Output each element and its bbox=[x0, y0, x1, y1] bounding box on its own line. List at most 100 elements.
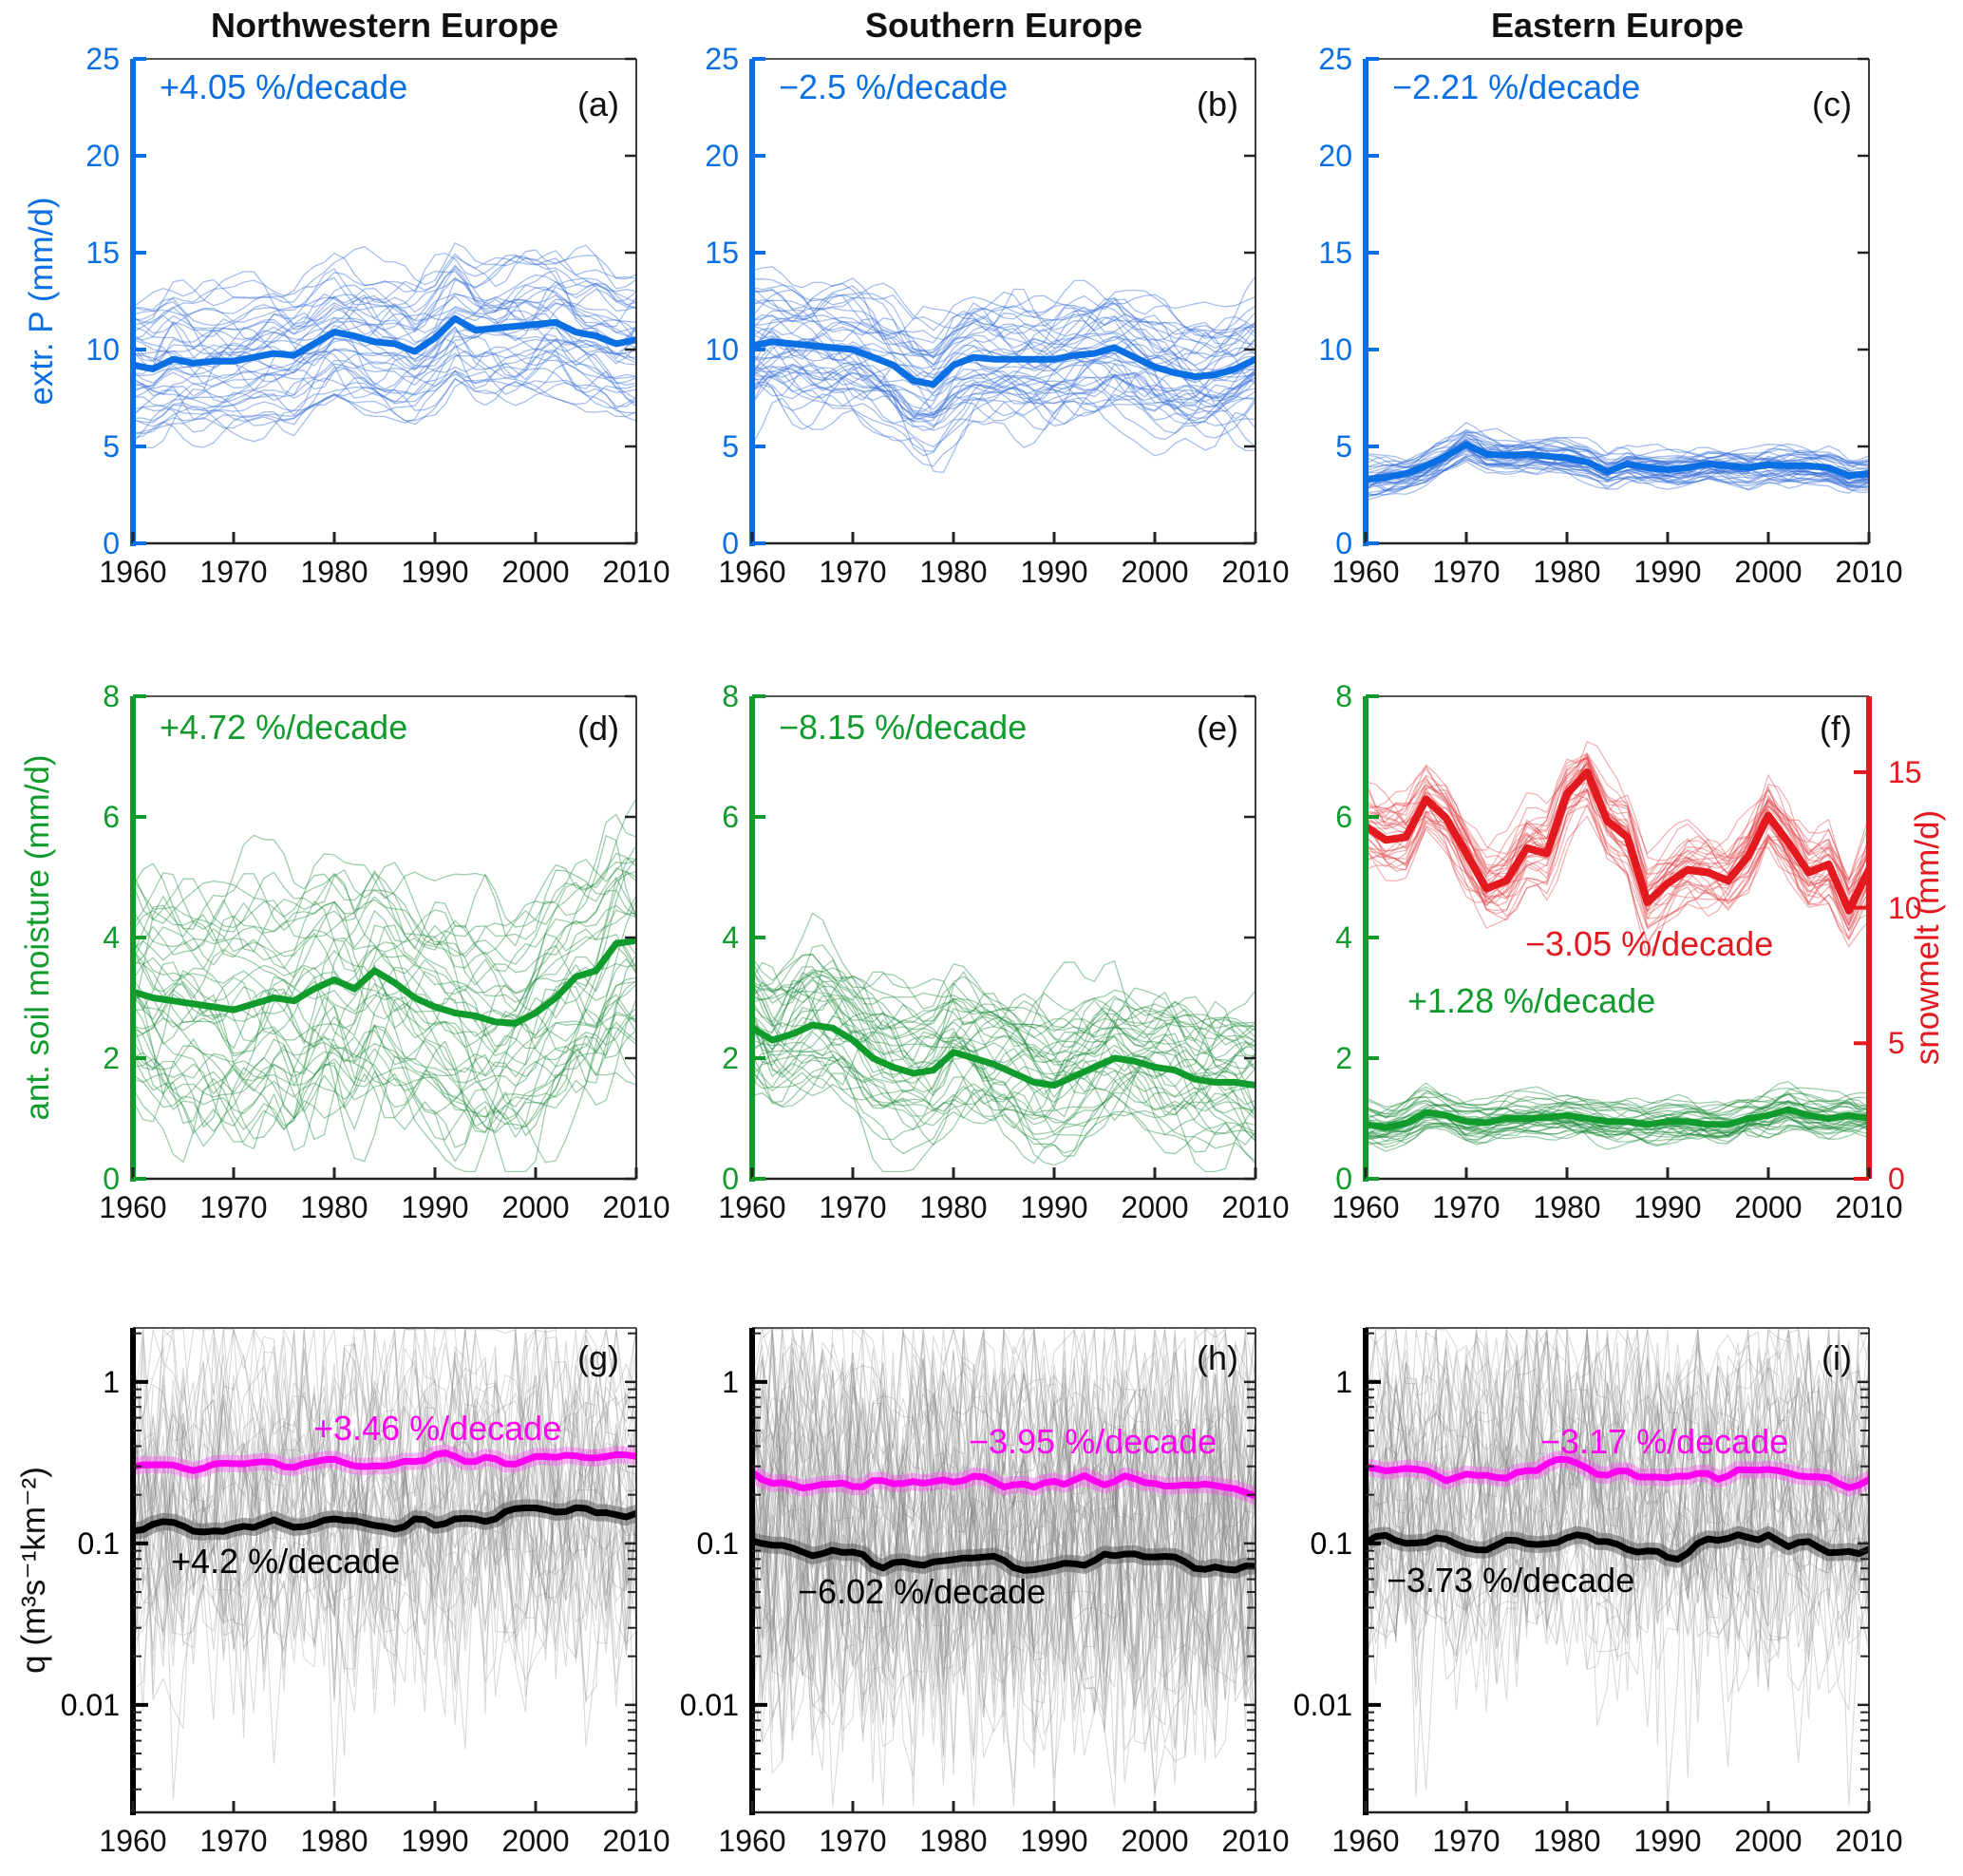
y-tick-label-e-6: 6 bbox=[722, 800, 739, 834]
x-tick-label-a-2000: 2000 bbox=[501, 555, 570, 589]
x-tick-label-g-1990: 1990 bbox=[401, 1824, 469, 1858]
x-tick-label-d-2000: 2000 bbox=[501, 1190, 570, 1224]
x-tick-label-i-1990: 1990 bbox=[1633, 1824, 1702, 1858]
x-tick-label-h-1960: 1960 bbox=[718, 1824, 786, 1858]
x-tick-label-b-1990: 1990 bbox=[1020, 555, 1088, 589]
x-tick-label-f-1980: 1980 bbox=[1533, 1190, 1601, 1224]
x-tick-label-h-1980: 1980 bbox=[919, 1824, 988, 1858]
x-tick-label-b-1960: 1960 bbox=[718, 555, 786, 589]
panel-g bbox=[130, 1327, 638, 1815]
trend-label-g-0: +3.46 %/decade bbox=[313, 1409, 562, 1448]
panel-a bbox=[130, 57, 638, 546]
y-tick-label-c-25: 25 bbox=[1318, 42, 1352, 76]
y-tick-label-h-0.1: 0.1 bbox=[696, 1525, 739, 1561]
trend-label-i-1: −3.73 %/decade bbox=[1387, 1561, 1635, 1600]
x-tick-label-e-1960: 1960 bbox=[718, 1190, 786, 1224]
x-tick-label-h-2000: 2000 bbox=[1121, 1824, 1189, 1858]
y-tick-label-i-1: 1 bbox=[1335, 1364, 1352, 1399]
panel-e bbox=[749, 694, 1257, 1182]
x-tick-label-g-1960: 1960 bbox=[99, 1824, 167, 1858]
x-tick-label-g-1970: 1970 bbox=[199, 1824, 268, 1858]
x-tick-label-i-1980: 1980 bbox=[1533, 1824, 1601, 1858]
y-tick-label-b-20: 20 bbox=[705, 139, 739, 173]
trend-label-a-0: +4.05 %/decade bbox=[160, 67, 408, 106]
y-tick-label-d-0: 0 bbox=[103, 1162, 120, 1196]
trend-label-d-0: +4.72 %/decade bbox=[160, 708, 408, 747]
x-tick-label-i-1960: 1960 bbox=[1331, 1824, 1400, 1858]
x-tick-label-b-1980: 1980 bbox=[919, 555, 988, 589]
y-tick-label-g-0.01: 0.01 bbox=[60, 1687, 120, 1722]
x-tick-label-d-1990: 1990 bbox=[401, 1190, 469, 1224]
y-tick-label-g-1: 1 bbox=[103, 1364, 120, 1399]
x-tick-label-c-1990: 1990 bbox=[1633, 555, 1702, 589]
trend-label-i-0: −3.17 %/decade bbox=[1540, 1422, 1789, 1461]
y-tick-label-f-8: 8 bbox=[1335, 679, 1352, 713]
x-tick-label-e-2010: 2010 bbox=[1221, 1190, 1290, 1224]
y-tick-label-a-20: 20 bbox=[85, 139, 120, 173]
y-tick-label-e-0: 0 bbox=[722, 1162, 739, 1196]
trend-label-f-1: +1.28 %/decade bbox=[1407, 981, 1656, 1020]
panel-d bbox=[130, 694, 638, 1182]
y-tick-label-e-2: 2 bbox=[722, 1041, 739, 1075]
x-tick-label-c-1960: 1960 bbox=[1331, 555, 1400, 589]
trend-label-c-0: −2.21 %/decade bbox=[1392, 67, 1641, 106]
x-tick-label-d-1970: 1970 bbox=[199, 1190, 268, 1224]
x-tick-label-i-2010: 2010 bbox=[1835, 1824, 1903, 1858]
y-tick-label-f-6: 6 bbox=[1335, 800, 1352, 834]
x-tick-label-g-2010: 2010 bbox=[602, 1824, 670, 1858]
trend-label-f-0: −3.05 %/decade bbox=[1525, 924, 1774, 963]
panel-letter-e: (e) bbox=[1197, 709, 1238, 748]
y-right-tick-label-f-0: 0 bbox=[1888, 1162, 1905, 1196]
panel-c bbox=[1363, 57, 1871, 546]
y-tick-label-c-15: 15 bbox=[1318, 236, 1352, 270]
y-tick-label-d-6: 6 bbox=[103, 800, 120, 834]
x-tick-label-g-2000: 2000 bbox=[501, 1824, 570, 1858]
x-tick-label-e-1970: 1970 bbox=[819, 1190, 887, 1224]
y-tick-label-a-0: 0 bbox=[103, 526, 120, 560]
panel-letter-g: (g) bbox=[577, 1338, 619, 1377]
x-tick-label-d-2010: 2010 bbox=[602, 1190, 670, 1224]
x-tick-label-c-2000: 2000 bbox=[1734, 555, 1803, 589]
panel-letter-i: (i) bbox=[1821, 1338, 1852, 1377]
y-tick-label-c-20: 20 bbox=[1318, 139, 1352, 173]
x-tick-label-a-2010: 2010 bbox=[602, 555, 670, 589]
panel-f bbox=[1363, 694, 1872, 1182]
y-tick-label-b-10: 10 bbox=[705, 332, 739, 367]
y-tick-label-c-0: 0 bbox=[1335, 526, 1352, 560]
x-tick-label-f-1970: 1970 bbox=[1432, 1190, 1501, 1224]
x-tick-label-g-1980: 1980 bbox=[300, 1824, 368, 1858]
y-tick-label-a-25: 25 bbox=[85, 42, 120, 76]
panel-h bbox=[749, 1327, 1257, 1815]
x-tick-label-a-1990: 1990 bbox=[401, 555, 469, 589]
y-right-tick-label-f-10: 10 bbox=[1888, 890, 1922, 925]
y-tick-label-e-8: 8 bbox=[722, 679, 739, 713]
x-tick-label-h-2010: 2010 bbox=[1221, 1824, 1290, 1858]
y-tick-label-i-0.01: 0.01 bbox=[1293, 1687, 1352, 1722]
trend-label-g-1: +4.2 %/decade bbox=[171, 1542, 401, 1581]
trend-label-b-0: −2.5 %/decade bbox=[779, 67, 1009, 106]
y-tick-label-g-0.1: 0.1 bbox=[77, 1525, 120, 1561]
y-axis-label-snowmelt: snowmelt (mm/d) bbox=[1909, 809, 1946, 1066]
x-tick-label-e-1980: 1980 bbox=[919, 1190, 988, 1224]
y-tick-label-h-1: 1 bbox=[722, 1364, 739, 1399]
y-tick-label-b-15: 15 bbox=[705, 236, 739, 270]
x-tick-label-f-1960: 1960 bbox=[1331, 1190, 1400, 1224]
x-tick-label-c-1980: 1980 bbox=[1533, 555, 1601, 589]
x-tick-label-i-2000: 2000 bbox=[1734, 1824, 1803, 1858]
y-tick-label-e-4: 4 bbox=[722, 920, 739, 955]
x-tick-label-a-1960: 1960 bbox=[99, 555, 167, 589]
x-tick-label-e-2000: 2000 bbox=[1121, 1190, 1189, 1224]
x-tick-label-c-1970: 1970 bbox=[1432, 555, 1501, 589]
y-axis-label-extreme-precipitation: extr. P (mm/d) bbox=[23, 197, 60, 406]
y-axis-label-streamflow: q (m³s⁻¹km⁻²) bbox=[15, 1467, 52, 1674]
y-tick-label-d-8: 8 bbox=[103, 679, 120, 713]
trend-label-e-0: −8.15 %/decade bbox=[779, 708, 1028, 747]
y-right-tick-label-f-15: 15 bbox=[1888, 754, 1922, 789]
x-tick-label-b-1970: 1970 bbox=[819, 555, 887, 589]
column-title-eastern-europe: Eastern Europe bbox=[1490, 6, 1745, 45]
x-tick-label-a-1970: 1970 bbox=[199, 555, 268, 589]
x-tick-label-h-1990: 1990 bbox=[1020, 1824, 1088, 1858]
panel-letter-h: (h) bbox=[1197, 1338, 1238, 1377]
trend-label-h-0: −3.95 %/decade bbox=[969, 1422, 1217, 1461]
